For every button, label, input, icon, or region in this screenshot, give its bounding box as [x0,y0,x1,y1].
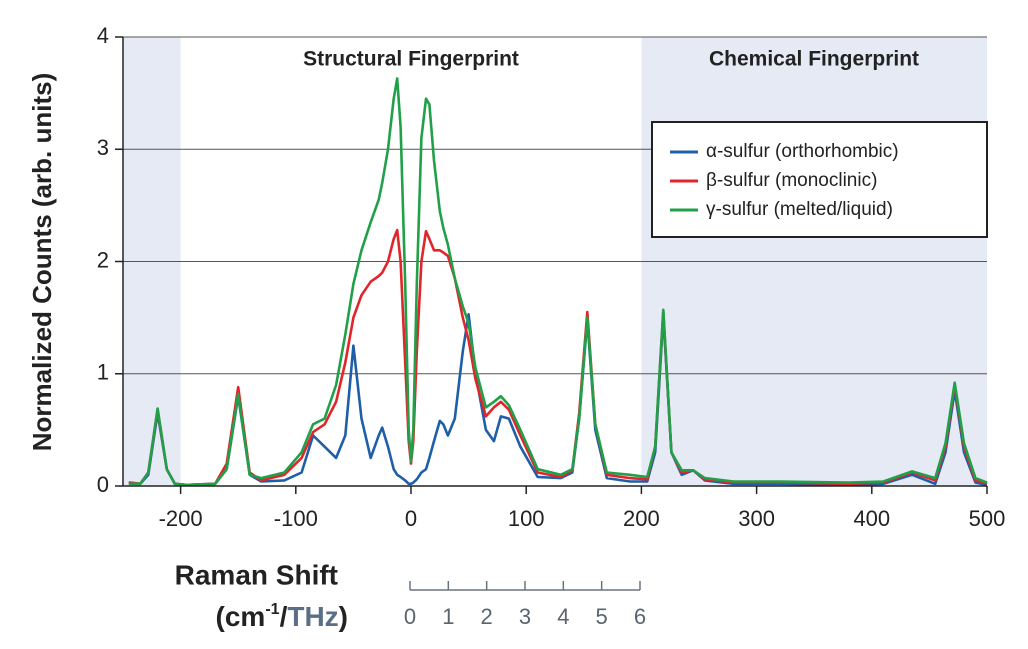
unit-part: (cm [216,601,266,632]
y-tick-label: 0 [97,472,109,497]
unit-part: ) [339,601,348,632]
y-tick-label: 4 [97,23,109,48]
y-axis-title: Normalized Counts (arb. units) [27,73,57,451]
legend-label: γ-sulfur (melted/liquid) [706,199,893,220]
y-tick-label: 3 [97,135,109,160]
legend-label: β-sulfur (monoclinic) [706,170,877,191]
series-line [128,77,988,487]
thz-tick-label: 1 [442,604,454,629]
legend-box [651,121,988,238]
x-axis-units: (cm-1/THz) [216,601,348,632]
thz-tick-label: 5 [596,604,608,629]
thz-tick-label: 0 [404,604,416,629]
y-tick-label: 1 [97,360,109,385]
thz-tick-label: 6 [634,604,646,629]
thz-tick-label: 3 [519,604,531,629]
unit-thz: THz [287,601,338,632]
x-axis-title: Raman Shift [175,559,338,590]
x-tick-label: 500 [969,506,1006,531]
annotation: Structural Fingerprint [303,48,519,71]
x-tick-label: -200 [159,506,203,531]
legend-label: α-sulfur (orthorhombic) [706,141,899,162]
x-tick-label: 400 [853,506,890,531]
thz-tick-label: 4 [557,604,569,629]
x-tick-label: 300 [738,506,775,531]
x-tick-label: 100 [508,506,545,531]
annotation: Chemical Fingerprint [709,48,919,71]
unit-part: / [280,601,288,632]
y-tick-label: 2 [97,247,109,272]
thz-tick-label: 2 [481,604,493,629]
unit-superscript: -1 [265,601,279,618]
x-tick-label: 200 [623,506,660,531]
x-tick-label: 0 [405,506,417,531]
x-tick-label: -100 [274,506,318,531]
